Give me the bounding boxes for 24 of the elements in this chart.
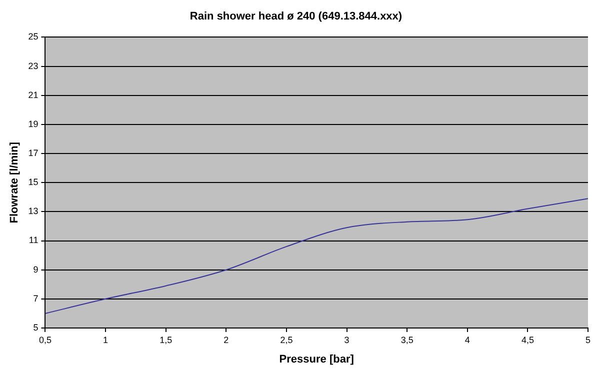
- x-tick-label: 3,5: [400, 334, 414, 345]
- chart-title: Rain shower head ø 240 (649.13.844.xxx): [190, 10, 402, 23]
- x-tick-label: 1,5: [160, 334, 172, 345]
- x-tick-label: 2: [224, 334, 229, 345]
- y-tick-label: 17: [28, 148, 38, 158]
- y-tick-label: 21: [28, 90, 38, 100]
- x-tick-label: 0,5: [38, 334, 52, 345]
- y-tick-label: 15: [28, 177, 38, 188]
- x-tick-label: 2,5: [280, 334, 293, 345]
- y-tick-label: 13: [28, 206, 38, 216]
- x-tick-label: 1: [103, 334, 108, 345]
- x-tick-label: 4: [464, 334, 470, 345]
- y-tick-label: 11: [28, 235, 38, 246]
- x-tick-label: 4,5: [521, 334, 534, 345]
- x-axis-title: Pressure [bar]: [279, 353, 354, 366]
- y-tick-label: 5: [33, 322, 38, 332]
- y-tick-label: 9: [33, 264, 38, 274]
- y-tick-label: 7: [33, 293, 38, 304]
- y-tick-label: 23: [28, 60, 38, 71]
- y-tick-label: 25: [28, 32, 38, 42]
- x-tick-label: 3: [344, 334, 350, 345]
- y-tick-label: 19: [28, 118, 38, 129]
- y-axis-title: Flowrate [l/min]: [8, 142, 21, 224]
- x-tick-label: 5: [585, 334, 591, 345]
